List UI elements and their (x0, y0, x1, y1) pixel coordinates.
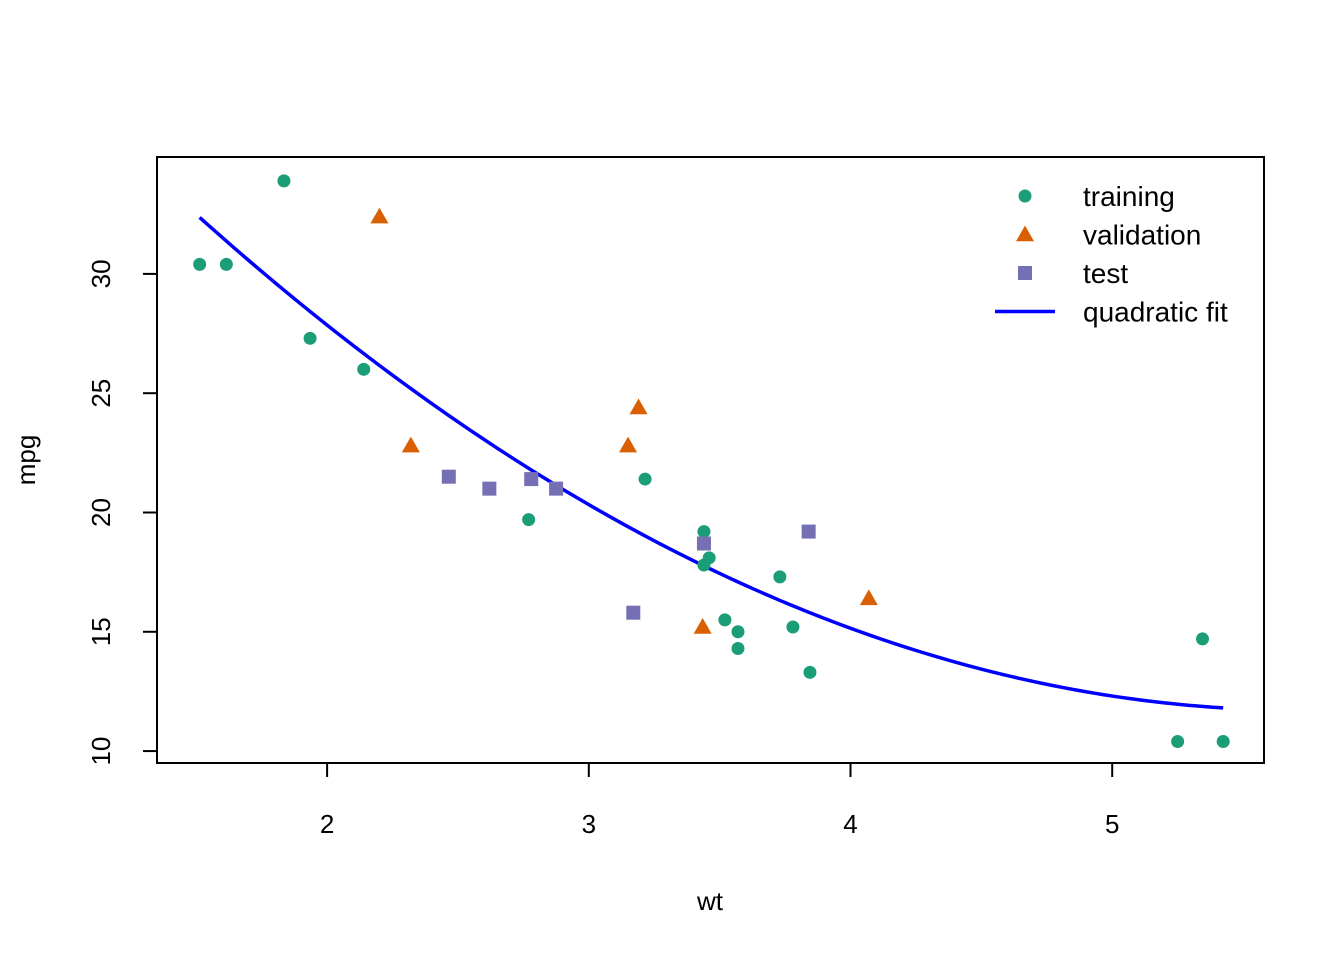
y-tick-label: 15 (86, 617, 116, 646)
legend-label: quadratic fit (1083, 297, 1228, 328)
fit-line (198, 216, 1224, 710)
x-axis: 2 3 4 5 (320, 762, 1119, 839)
training-point (303, 331, 317, 345)
training-point (1171, 735, 1185, 749)
validation-point (619, 436, 638, 453)
y-tick-label: 25 (86, 379, 116, 408)
legend-square-symbol (1018, 266, 1032, 280)
y-tick-label: 10 (86, 737, 116, 766)
legend-label: training (1083, 181, 1175, 212)
y-axis-label: mpg (11, 435, 41, 486)
validation-point (859, 589, 878, 606)
validation-point (693, 618, 712, 634)
training-point (697, 525, 711, 539)
test-point (524, 472, 539, 487)
training-point (718, 613, 732, 627)
points-layer (193, 174, 1230, 749)
legend-label: validation (1083, 220, 1201, 251)
legend-triangle-symbol (1016, 225, 1034, 242)
test-point (441, 469, 456, 484)
training-point (1196, 632, 1209, 646)
training-point (731, 641, 745, 655)
y-tick-label: 30 (86, 259, 116, 288)
legend: training validation test quadratic fit (995, 181, 1228, 328)
training-point (731, 625, 745, 639)
x-tick-label: 2 (320, 809, 334, 839)
validation-point (370, 207, 389, 224)
training-point (638, 472, 652, 486)
training-point (277, 174, 291, 188)
training-point (193, 257, 207, 271)
y-tick-label: 20 (86, 498, 116, 527)
training-point (522, 513, 536, 527)
training-point (357, 362, 371, 376)
test-point (549, 481, 564, 496)
training-point (1216, 735, 1230, 749)
training-point (702, 551, 716, 565)
x-tick-label: 4 (843, 809, 857, 839)
test-point (801, 524, 816, 539)
training-point (786, 620, 800, 634)
x-tick-label: 5 (1105, 809, 1119, 839)
test-point (696, 536, 711, 551)
validation-point (629, 398, 648, 415)
training-point (219, 257, 233, 271)
test-point (626, 605, 641, 620)
training-point (773, 570, 787, 584)
x-tick-label: 3 (582, 809, 596, 839)
test-point (482, 481, 497, 496)
legend-label: test (1083, 258, 1128, 289)
x-axis-label: wt (696, 886, 724, 916)
y-axis: 10 15 20 25 30 (86, 259, 158, 766)
training-point (803, 665, 817, 679)
validation-point (401, 436, 420, 453)
legend-circle-symbol (1018, 189, 1032, 203)
fit-curve-layer (198, 216, 1224, 710)
